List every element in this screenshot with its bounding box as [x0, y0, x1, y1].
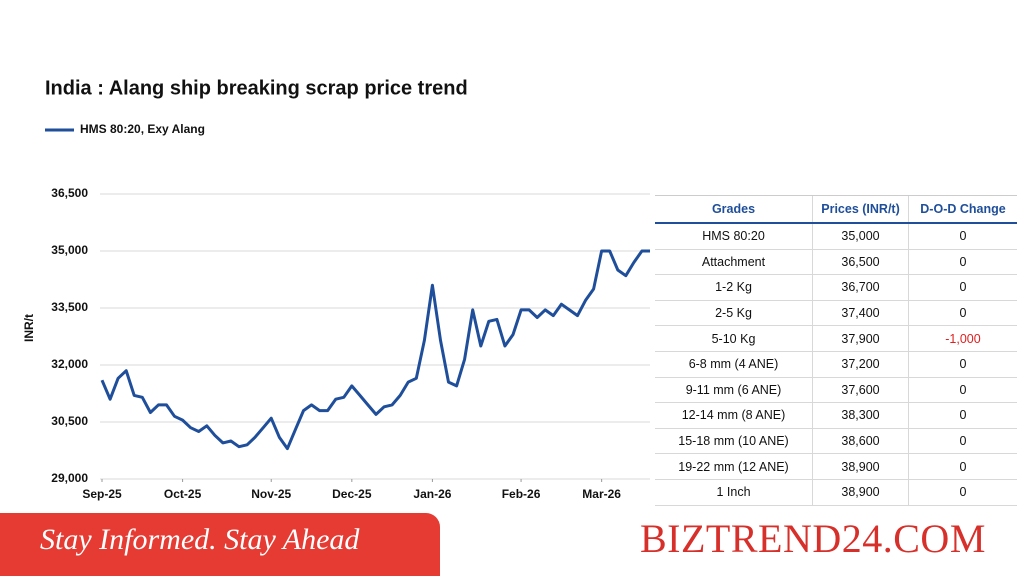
table-cell: 38,900: [812, 479, 909, 506]
chart: India : Alang ship breaking scrap price …: [22, 77, 650, 501]
column-header: Prices (INR/t): [812, 195, 909, 224]
brand: BIZTREND24.COM: [640, 516, 986, 561]
y-tick-label: 33,500: [51, 300, 88, 314]
price-table: Grades Prices (INR/t) D-O-D Change HMS 80:…: [655, 195, 1017, 506]
y-tick-label: 30,500: [51, 414, 88, 428]
series-line: [100, 249, 650, 451]
table-body: HMS 80:20 35,000 0 Attachment 36,500 0 1-2 Kg 3…: [655, 223, 1017, 506]
table-cell: 37,600: [812, 377, 909, 404]
table-cell: HMS 80:20: [655, 223, 813, 250]
table-cell: 38,600: [812, 428, 909, 455]
x-tick-label: Nov-25: [251, 487, 291, 501]
y-tick-label: 36,500: [51, 186, 88, 200]
table-row: 2-5 Kg 37,400 0: [655, 300, 1017, 327]
table-cell: 0: [908, 249, 1017, 276]
table-row: 15-18 mm (10 ANE) 38,600 0: [655, 428, 1017, 455]
table-cell: 36,700: [812, 274, 909, 301]
table-cell: 0: [908, 300, 1017, 327]
table-cell: 0: [908, 428, 1017, 455]
y-tick-label: 29,000: [51, 471, 88, 485]
x-tick-label: Feb-26: [502, 487, 541, 501]
table-row: 12-14 mm (8 ANE) 38,300 0: [655, 402, 1017, 429]
table-cell: 0: [908, 223, 1017, 250]
table-cell: 6-8 mm (4 ANE): [655, 351, 813, 378]
x-tick-label: Jan-26: [413, 487, 451, 501]
table-row: 1-2 Kg 36,700 0: [655, 274, 1017, 301]
tagline-banner: Stay Informed. Stay Ahead: [0, 513, 440, 576]
x-tick-label: Dec-25: [332, 487, 372, 501]
table-cell: 15-18 mm (10 ANE): [655, 428, 813, 455]
table-cell: 0: [908, 351, 1017, 378]
table-cell: 37,200: [812, 351, 909, 378]
table-row: 6-8 mm (4 ANE) 37,200 0: [655, 351, 1017, 378]
table-cell: 0: [908, 479, 1017, 506]
y-tick-label: 32,000: [51, 357, 88, 371]
chart-title: India : Alang ship breaking scrap price …: [45, 77, 468, 99]
table-cell: 1-2 Kg: [655, 274, 813, 301]
table-cell: 38,300: [812, 402, 909, 429]
tagline: Stay Informed. Stay Ahead: [40, 523, 360, 556]
table-header: Grades Prices (INR/t) D-O-D Change: [655, 195, 1017, 224]
table-cell: -1,000: [908, 325, 1017, 352]
table-cell: 1 Inch: [655, 479, 813, 506]
y-axis-label: INR/t: [22, 314, 36, 342]
table-row: HMS 80:20 35,000 0: [655, 223, 1017, 250]
table-row: 1 Inch 38,900 0: [655, 479, 1017, 506]
table-cell: Attachment: [655, 249, 813, 276]
x-tick-label: Oct-25: [164, 487, 202, 501]
table-cell: 19-22 mm (12 ANE): [655, 453, 813, 480]
table-cell: 2-5 Kg: [655, 300, 813, 327]
table-row: 5-10 Kg 37,900 -1,000: [655, 325, 1017, 352]
column-header: D-O-D Change: [908, 195, 1017, 224]
table-cell: 0: [908, 453, 1017, 480]
table-cell: 12-14 mm (8 ANE): [655, 402, 813, 429]
table-row: Attachment 36,500 0: [655, 249, 1017, 276]
table-cell: 0: [908, 377, 1017, 404]
y-tick-label: 35,000: [51, 243, 88, 257]
table-cell: 38,900: [812, 453, 909, 480]
table-cell: 9-11 mm (6 ANE): [655, 377, 813, 404]
table-cell: 0: [908, 274, 1017, 301]
legend-label: HMS 80:20, Exy Alang: [80, 122, 205, 136]
table-cell: 35,000: [812, 223, 909, 250]
x-tick-label: Sep-25: [82, 487, 122, 501]
table-cell: 37,900: [812, 325, 909, 352]
table-cell: 5-10 Kg: [655, 325, 813, 352]
table-row: 9-11 mm (6 ANE) 37,600 0: [655, 377, 1017, 404]
column-header: Grades: [655, 195, 813, 224]
table-cell: 0: [908, 402, 1017, 429]
table-row: 19-22 mm (12 ANE) 38,900 0: [655, 453, 1017, 480]
x-tick-label: Mar-26: [582, 487, 621, 501]
table-cell: 36,500: [812, 249, 909, 276]
table-cell: 37,400: [812, 300, 909, 327]
